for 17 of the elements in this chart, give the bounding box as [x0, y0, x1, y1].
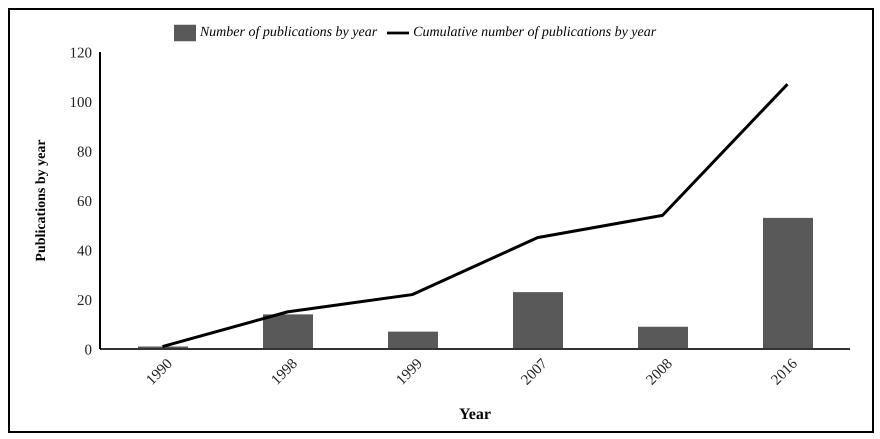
line-series [161, 82, 789, 348]
legend-label: Cumulative number of publications by year [413, 25, 656, 40]
bar [763, 218, 813, 349]
y-tick-label: 60 [77, 194, 92, 210]
y-tick-label: 40 [77, 243, 92, 260]
bar [638, 326, 688, 349]
legend-label: Number of publications by year [200, 25, 378, 40]
y-axis-title: Publications by year [34, 139, 49, 262]
x-axis-title: Year [459, 406, 491, 423]
bar [263, 314, 313, 349]
bar [513, 292, 563, 349]
y-tick-label: 0 [84, 342, 92, 358]
bar [388, 332, 438, 349]
y-tick-label: 100 [70, 94, 92, 111]
y-tick-label: 20 [77, 292, 92, 309]
y-tick-label: 120 [70, 45, 92, 62]
y-tick-label: 80 [77, 144, 92, 160]
